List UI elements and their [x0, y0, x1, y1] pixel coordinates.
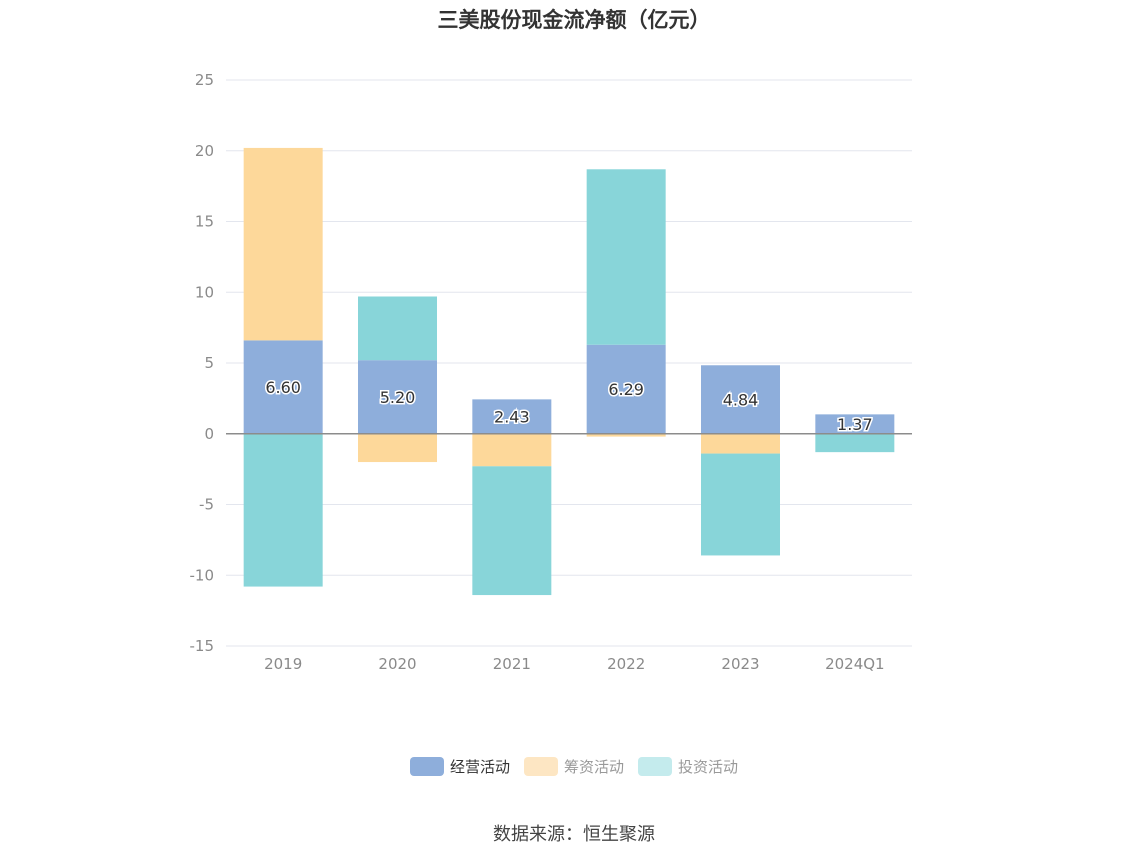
- bar-0-2024Q1[interactable]: [815, 414, 895, 434]
- x-tick-label: 2019: [264, 655, 302, 673]
- bar-2-2019[interactable]: [243, 433, 323, 587]
- data-label: 4.84: [723, 391, 759, 410]
- data-label: 5.20: [380, 388, 416, 407]
- legend-item-investing[interactable]: 投资活动: [638, 756, 738, 777]
- bar-2-2024Q1[interactable]: [815, 433, 895, 453]
- legend-swatch-financing: [523, 757, 558, 776]
- legend-label-financing: 筹资活动: [563, 758, 624, 776]
- bar-1-2021[interactable]: [472, 433, 552, 467]
- x-tick-label: 2021: [493, 655, 531, 673]
- gridlines: [226, 79, 912, 647]
- data-labels: 6.60 5.20 2.43 6.29 4.84 1.37: [264, 377, 874, 436]
- bar-0-2022[interactable]: [586, 344, 666, 434]
- chart-title: 三美股份现金流净额（亿元）: [437, 8, 711, 32]
- legend-swatch-investing: [638, 757, 672, 776]
- y-tick-label: 0: [204, 425, 214, 443]
- y-tick-label: 25: [195, 71, 214, 89]
- x-axis-tick-labels: 2019 2020 2021 2022 2023 2024Q1: [264, 655, 885, 673]
- legend-item-financing[interactable]: 筹资活动: [523, 756, 624, 777]
- bar-0-2020[interactable]: [358, 360, 437, 434]
- legend: 经营活动 筹资活动 投资活动: [0, 756, 1148, 777]
- data-source-note: 数据来源：恒生聚源: [493, 824, 655, 845]
- bar-1-2020[interactable]: [358, 433, 437, 463]
- bar-0-2023[interactable]: [701, 365, 780, 434]
- bar-2-2023[interactable]: [701, 453, 780, 556]
- bar-2-2020[interactable]: [358, 296, 437, 361]
- x-tick-label: 2023: [721, 655, 759, 673]
- x-tick-label: 2022: [607, 655, 645, 673]
- y-tick-label: 15: [195, 213, 214, 231]
- bar-2-2022[interactable]: [586, 169, 666, 345]
- y-tick-label: -15: [190, 637, 215, 655]
- x-tick-label: 2020: [378, 655, 416, 673]
- y-tick-label: -5: [199, 496, 214, 514]
- bar-0-2021[interactable]: [472, 399, 552, 434]
- bar-1-2022[interactable]: [586, 433, 666, 437]
- bars: [243, 147, 895, 596]
- y-tick-label: 20: [195, 142, 214, 160]
- bar-2-2021[interactable]: [472, 466, 552, 596]
- x-tick-label: 2024Q1: [825, 655, 885, 673]
- bar-1-2023[interactable]: [701, 433, 780, 454]
- legend-label-operating: 经营活动: [449, 758, 510, 776]
- bar-1-2019[interactable]: [243, 147, 323, 341]
- data-label: 2.43: [494, 408, 530, 427]
- bar-0-2019[interactable]: [243, 340, 323, 434]
- y-tick-label: 5: [204, 354, 214, 372]
- data-label: 6.29: [608, 380, 644, 399]
- legend-label-investing: 投资活动: [678, 758, 739, 776]
- y-tick-label: 10: [195, 283, 214, 301]
- data-label: 6.60: [265, 378, 301, 397]
- legend-item-operating[interactable]: 经营活动: [409, 756, 510, 777]
- y-axis-tick-labels: 25 20 15 10 5 0 -5 -10 -15: [190, 71, 215, 655]
- y-tick-label: -10: [190, 566, 215, 584]
- data-label: 1.37: [837, 415, 873, 434]
- legend-swatch-operating: [409, 757, 444, 776]
- chart-area: 25 20 15 10 5 0 -5 -10 -15 6.60 5.20 2.43 6.29 4.84 1…: [190, 71, 912, 673]
